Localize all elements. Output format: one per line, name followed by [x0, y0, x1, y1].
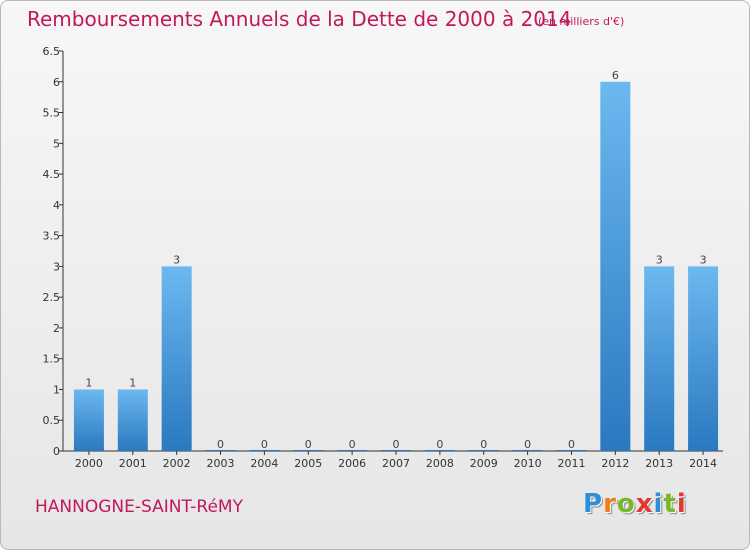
y-tick-label: 3	[53, 260, 60, 273]
bar-2004	[249, 450, 280, 451]
data-label: 0	[217, 438, 224, 451]
bar-2005	[293, 450, 324, 451]
bar-2014	[688, 266, 719, 451]
logo-letter: i	[676, 489, 687, 519]
logo-letter: t	[663, 489, 677, 519]
data-label: 1	[85, 376, 92, 389]
y-tick-label: 0	[53, 445, 60, 458]
logo-letter: x	[635, 489, 654, 519]
logo-letter: o	[616, 489, 636, 519]
data-label: 6	[612, 69, 619, 82]
y-tick-label: 1.5	[43, 353, 61, 366]
y-tick-label: 4.5	[43, 168, 61, 181]
x-tick-label: 2006	[338, 457, 366, 470]
data-label: 0	[393, 438, 400, 451]
y-tick-label: 3.5	[43, 230, 61, 243]
y-tick-label: 6.5	[43, 45, 61, 58]
x-tick-label: 2004	[250, 457, 278, 470]
y-tick-label: 2.5	[43, 291, 61, 304]
x-tick-label: 2013	[645, 457, 673, 470]
bar-2013	[644, 266, 675, 451]
bar-2002	[161, 266, 192, 451]
data-label: 1	[129, 376, 136, 389]
logo-letter: i	[653, 489, 664, 519]
y-tick-label: 2	[53, 322, 60, 335]
bar-2009	[468, 450, 499, 451]
y-tick-label: 5.5	[43, 107, 61, 120]
x-tick-label: 2014	[689, 457, 717, 470]
data-label: 0	[524, 438, 531, 451]
bar-2006	[337, 450, 368, 451]
data-label: 0	[349, 438, 356, 451]
bar-2001	[117, 389, 148, 451]
x-tick-label: 2003	[207, 457, 235, 470]
x-tick-label: 2000	[75, 457, 103, 470]
data-label: 3	[656, 253, 663, 266]
x-tick-label: 2010	[514, 457, 542, 470]
y-tick-label: 5	[53, 137, 60, 150]
data-label: 3	[700, 253, 707, 266]
x-tick-label: 2007	[382, 457, 410, 470]
x-tick-label: 2001	[119, 457, 147, 470]
proxiti-logo[interactable]: Proxiti	[583, 489, 687, 519]
bar-2000	[73, 389, 104, 451]
logo-letter: P	[583, 489, 604, 519]
data-label: 0	[305, 438, 312, 451]
x-tick-label: 2012	[601, 457, 629, 470]
bar-2008	[424, 450, 455, 451]
x-tick-label: 2005	[294, 457, 322, 470]
bar-2007	[381, 450, 411, 451]
bar-2011	[556, 450, 587, 451]
data-label: 0	[261, 438, 268, 451]
chart-title: Remboursements Annuels de la Dette de 20…	[27, 7, 572, 31]
x-tick-label: 2011	[557, 457, 585, 470]
chart-subtitle: (en milliers d'€)	[538, 15, 625, 28]
y-tick-label: 1	[53, 383, 60, 396]
commune-name: HANNOGNE-SAINT-RéMY	[35, 497, 243, 517]
bar-2010	[512, 450, 543, 451]
data-label: 0	[480, 438, 487, 451]
bar-2012	[600, 81, 631, 452]
x-tick-label: 2002	[163, 457, 191, 470]
logo-letter: r	[603, 489, 617, 519]
data-label: 0	[568, 438, 575, 451]
data-label: 3	[173, 253, 180, 266]
x-tick-label: 2008	[426, 457, 454, 470]
data-label: 0	[436, 438, 443, 451]
y-tick-label: 0.5	[43, 414, 61, 427]
bar-2003	[205, 450, 236, 451]
y-tick-label: 6	[53, 76, 60, 89]
x-tick-label: 2009	[470, 457, 498, 470]
y-tick-label: 4	[53, 199, 60, 212]
